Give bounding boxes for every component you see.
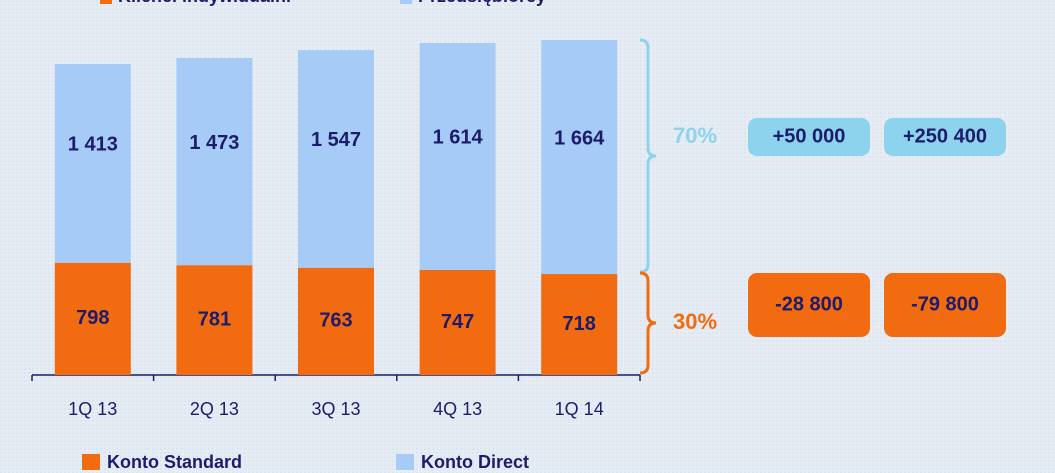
data-label: 763	[319, 310, 352, 332]
legend-swatch	[100, 0, 112, 4]
bar-segment	[176, 58, 253, 266]
legend-label: Konto Direct	[421, 452, 529, 472]
share-label: 70%	[673, 123, 717, 148]
change-label: -28 800	[775, 293, 843, 315]
change-box	[884, 118, 1006, 156]
x-tick-label: 2Q 13	[190, 399, 239, 419]
change-label: +50 000	[773, 125, 846, 147]
x-tick-label: 3Q 13	[311, 399, 360, 419]
legend-swatch	[400, 0, 412, 4]
data-label: 1 614	[433, 127, 484, 149]
change-box	[748, 118, 870, 156]
legend-label: Konto Standard	[107, 452, 242, 472]
bar-segment	[54, 262, 131, 375]
x-tick-label: 1Q 14	[555, 399, 604, 419]
bar-segment	[419, 42, 496, 270]
legend-swatch	[82, 454, 100, 470]
data-label: 747	[441, 311, 474, 333]
bar-segment	[298, 50, 374, 268]
bar-segment	[176, 265, 253, 375]
brace-direct	[639, 38, 657, 274]
bar-segment	[298, 267, 374, 375]
data-label: 1 413	[68, 134, 118, 156]
share-label: 30%	[673, 309, 717, 334]
x-tick-label: 1Q 13	[68, 399, 117, 419]
change-box	[884, 273, 1006, 337]
bar-segment	[541, 40, 618, 275]
bar-segment	[54, 64, 131, 263]
data-label: 718	[563, 313, 596, 335]
legend-label: Klienci indywidualni	[118, 0, 291, 6]
legend-label: Przedsiębiorcy	[418, 0, 546, 6]
bar-segment	[541, 274, 618, 375]
data-label: 1 547	[311, 129, 361, 151]
brace-standard	[639, 271, 657, 375]
change-label: +250 400	[903, 125, 987, 147]
change-box	[748, 273, 870, 337]
change-label: -79 800	[911, 293, 979, 315]
legend-swatch	[396, 454, 414, 470]
data-label: 1 664	[554, 127, 605, 149]
bar-segment	[419, 269, 496, 375]
x-tick-label: 4Q 13	[433, 399, 482, 419]
data-label: 798	[76, 307, 109, 329]
data-label: 781	[198, 308, 231, 330]
data-label: 1 473	[189, 132, 239, 154]
